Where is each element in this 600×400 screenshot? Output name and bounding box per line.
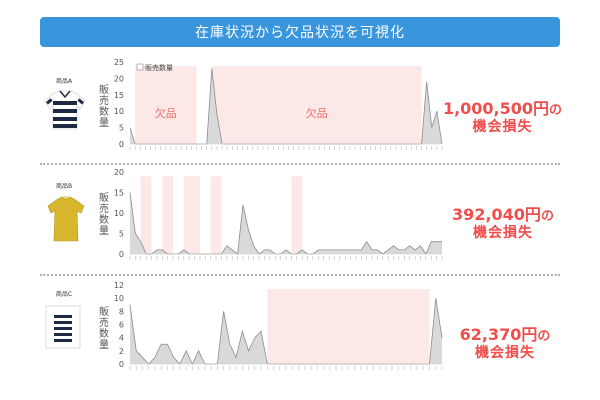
y-axis-label: 販売数量 — [97, 84, 109, 128]
stockout-label: 欠品 — [155, 106, 177, 120]
y-tick-label: 25 — [114, 58, 124, 67]
stockout-band — [183, 176, 200, 254]
y-tick-label: 0 — [119, 140, 124, 149]
loss-amount: 392,040円 — [452, 205, 541, 224]
stockout-band — [211, 66, 422, 144]
y-tick-label: 5 — [119, 124, 124, 133]
y-tick-label: 8 — [119, 307, 124, 316]
y-tick-label: 20 — [114, 74, 124, 83]
y-tick-label: 10 — [114, 294, 124, 303]
y-tick-label: 4 — [119, 334, 124, 343]
loss-caption: 機会損失 — [475, 344, 535, 361]
section-divider — [40, 274, 560, 276]
y-tick-label: 15 — [114, 189, 124, 198]
loss-suffix: の — [540, 209, 554, 224]
loss-suffix: の — [537, 329, 551, 344]
loss-amount: 1,000,500円 — [442, 99, 550, 118]
series-area — [130, 192, 442, 254]
product-a-loss: 1,000,500円の 機会損失 — [440, 99, 565, 135]
y-tick-label: 15 — [114, 91, 124, 100]
stockout-band — [135, 66, 197, 144]
stockout-label: 欠品 — [306, 106, 328, 120]
striped-shirt-icon — [45, 305, 81, 349]
loss-amount: 62,370円 — [459, 325, 538, 344]
stockout-band — [210, 176, 222, 254]
loss-suffix: の — [549, 103, 563, 118]
stockout-band — [162, 176, 174, 254]
page-title: 在庫状況から欠品状況を可視化 — [195, 25, 405, 41]
y-axis-label: 販売数量 — [97, 192, 109, 236]
y-tick-label: 20 — [114, 168, 124, 177]
product-b-label: 商品B — [55, 183, 73, 190]
product-a-label: 商品A — [55, 78, 73, 85]
striped-polo-shirt-icon — [44, 90, 86, 130]
product-b-loss: 392,040円の 機会損失 — [448, 205, 558, 241]
loss-caption: 機会損失 — [472, 118, 533, 135]
y-tick-label: 10 — [114, 209, 124, 218]
stockout-band — [140, 176, 152, 254]
product-c-loss: 62,370円の 機会損失 — [455, 325, 555, 361]
y-tick-label: 6 — [119, 321, 124, 330]
stockout-band — [291, 176, 303, 254]
legend-label: 販売数量 — [145, 63, 173, 72]
section-divider — [40, 163, 560, 165]
loss-caption: 機会損失 — [473, 224, 533, 241]
y-axis-label: 販売数量 — [97, 306, 109, 350]
series-line — [129, 192, 442, 255]
y-tick-label: 0 — [119, 250, 124, 259]
y-tick-label: 5 — [119, 230, 124, 239]
yellow-blouse-icon — [47, 196, 85, 242]
series-area — [130, 298, 442, 364]
legend-swatch — [136, 63, 144, 71]
stockout-band — [267, 288, 430, 364]
product-c-label: 商品C — [55, 291, 73, 298]
y-tick-label: 12 — [114, 281, 124, 290]
page-title-banner: 在庫状況から欠品状況を可視化 — [40, 17, 560, 47]
y-tick-label: 0 — [119, 360, 124, 369]
y-tick-label: 10 — [114, 107, 124, 116]
y-tick-label: 2 — [119, 347, 124, 356]
